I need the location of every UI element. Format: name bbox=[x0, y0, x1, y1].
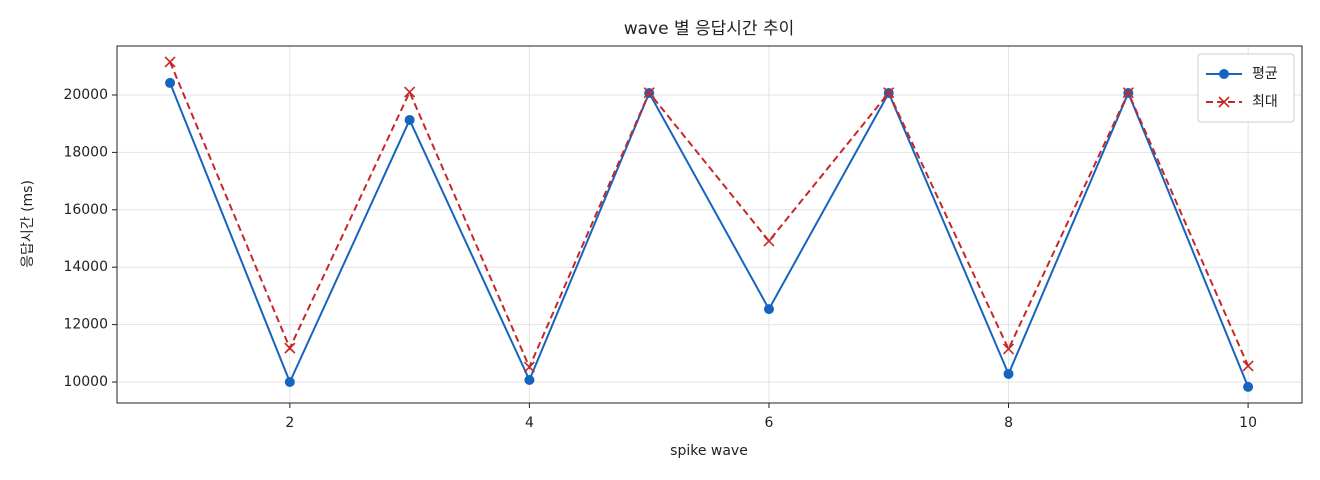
y-tick-label: 20000 bbox=[63, 87, 108, 103]
point bbox=[164, 56, 176, 68]
legend-label: 최대 bbox=[1252, 94, 1278, 110]
plot-frame bbox=[116, 45, 1303, 404]
point bbox=[1003, 368, 1014, 379]
point bbox=[763, 235, 775, 247]
point bbox=[643, 87, 655, 99]
y-axis-label: 응답시간 (ms) bbox=[20, 180, 36, 268]
point bbox=[1243, 381, 1254, 392]
x-tick-label: 4 bbox=[525, 415, 534, 431]
chart-title: wave 별 응답시간 추이 bbox=[624, 19, 795, 39]
legend-box bbox=[1197, 53, 1295, 123]
y-tick-label: 10000 bbox=[63, 374, 108, 390]
x-tick-label: 6 bbox=[765, 415, 774, 431]
point bbox=[524, 374, 535, 385]
legend-marker bbox=[1219, 69, 1229, 79]
point bbox=[1002, 343, 1015, 355]
point bbox=[284, 342, 296, 354]
x-tick-label: 10 bbox=[1239, 415, 1257, 431]
x-axis-label: spike wave bbox=[670, 443, 748, 459]
point bbox=[1242, 360, 1254, 372]
point bbox=[523, 361, 535, 373]
y-tick-label: 16000 bbox=[63, 202, 108, 218]
legend-label: 평균 bbox=[1252, 66, 1278, 82]
x-tick-label: 8 bbox=[1004, 415, 1013, 431]
y-tick-label: 14000 bbox=[63, 259, 108, 275]
x-tick-label: 2 bbox=[285, 415, 294, 431]
point bbox=[404, 86, 416, 98]
y-tick-label: 12000 bbox=[63, 317, 108, 333]
point bbox=[1122, 87, 1134, 99]
point bbox=[165, 77, 176, 88]
point bbox=[883, 87, 895, 99]
series-line bbox=[169, 82, 1250, 388]
series-line bbox=[169, 61, 1250, 370]
point bbox=[763, 304, 774, 315]
y-tick-label: 18000 bbox=[63, 144, 108, 160]
point bbox=[284, 376, 295, 387]
point bbox=[404, 114, 415, 125]
legend-marker bbox=[1218, 96, 1230, 108]
